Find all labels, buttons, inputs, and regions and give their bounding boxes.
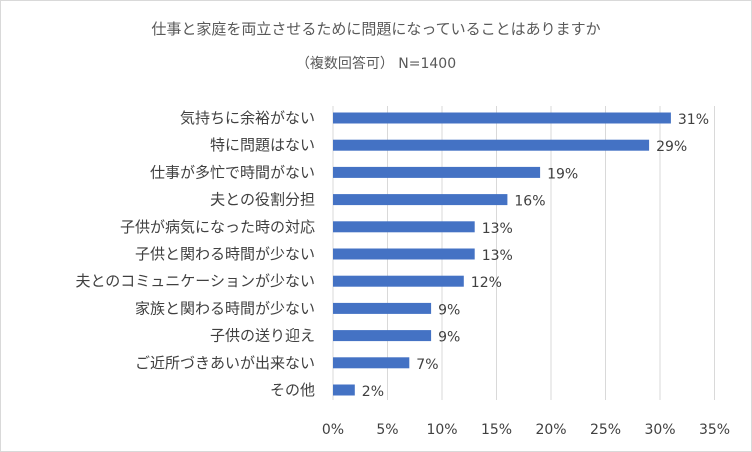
x-tick-label: 15%: [481, 422, 512, 438]
category-label: 子供が病気になった時の対応: [120, 218, 315, 236]
bar: [333, 330, 432, 342]
data-labels: 31%29%19%16%13%13%12%9%9%7%2%: [362, 112, 709, 400]
data-label: 13%: [482, 248, 513, 264]
category-label: ご近所づきあいが出来ない: [135, 354, 315, 372]
category-labels: 気持ちに余裕がない特に問題はない仕事が多忙で時間がない夫との役割分担子供が病気に…: [75, 109, 315, 399]
x-tick-label: 10%: [426, 422, 457, 438]
data-label: 31%: [678, 112, 709, 128]
x-tick-label: 5%: [376, 422, 398, 438]
chart-subtitle: （複数回答可） N=1400: [295, 56, 457, 72]
data-label: 13%: [482, 221, 513, 237]
bar: [333, 221, 475, 233]
category-label: 家族と関わる時間が少ない: [135, 299, 315, 317]
data-label: 9%: [438, 330, 460, 346]
category-label: その他: [270, 381, 315, 399]
data-label: 16%: [514, 194, 545, 210]
category-label: 特に問題はない: [210, 136, 315, 154]
bar: [333, 248, 475, 260]
bars: [333, 112, 671, 396]
data-label: 12%: [471, 275, 502, 291]
category-label: 仕事が多忙で時間がない: [150, 163, 315, 181]
data-label: 2%: [362, 384, 384, 400]
bar: [333, 166, 541, 178]
bar: [333, 194, 508, 206]
x-tick-label: 30%: [644, 422, 675, 438]
data-label: 29%: [656, 139, 687, 155]
category-label: 子供の送り迎え: [210, 327, 315, 345]
x-tick-label: 25%: [590, 422, 621, 438]
bar: [333, 384, 355, 396]
bar: [333, 112, 671, 124]
data-label: 7%: [416, 357, 438, 373]
x-tick-label: 20%: [535, 422, 566, 438]
x-tick-label: 35%: [699, 422, 730, 438]
category-label: 夫との役割分担: [210, 191, 315, 209]
bar: [333, 275, 464, 287]
data-label: 9%: [438, 302, 460, 318]
chart-title: 仕事と家庭を両立させるために問題になっていることはありますか: [151, 20, 601, 38]
x-tick-label: 0%: [322, 422, 344, 438]
bar: [333, 302, 432, 314]
data-label: 19%: [547, 166, 578, 182]
category-label: 気持ちに余裕がない: [180, 109, 315, 127]
x-axis-ticks: 0% 5% 10% 15% 20% 25% 30% 35%: [322, 422, 730, 438]
category-label: 夫とのコミュニケーションが少ない: [75, 272, 315, 290]
bar: [333, 357, 410, 369]
category-label: 子供と関わる時間が少ない: [135, 245, 315, 263]
bar: [333, 139, 650, 151]
